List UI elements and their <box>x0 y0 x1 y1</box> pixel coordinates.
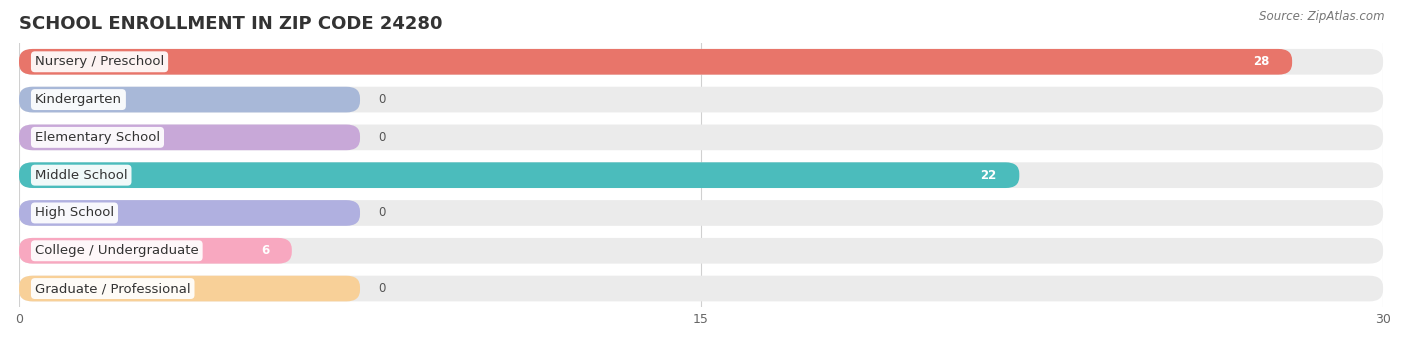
Text: 0: 0 <box>378 93 385 106</box>
FancyBboxPatch shape <box>20 276 360 301</box>
Text: High School: High School <box>35 206 114 220</box>
Text: 0: 0 <box>378 131 385 144</box>
FancyBboxPatch shape <box>20 49 1384 75</box>
FancyBboxPatch shape <box>20 87 1384 113</box>
FancyBboxPatch shape <box>20 49 1292 75</box>
FancyBboxPatch shape <box>20 162 1019 188</box>
Text: Kindergarten: Kindergarten <box>35 93 122 106</box>
Text: 6: 6 <box>262 244 269 257</box>
Text: College / Undergraduate: College / Undergraduate <box>35 244 198 257</box>
FancyBboxPatch shape <box>20 124 360 150</box>
FancyBboxPatch shape <box>20 200 1384 226</box>
FancyBboxPatch shape <box>20 276 1384 301</box>
Text: 0: 0 <box>378 282 385 295</box>
FancyBboxPatch shape <box>20 87 360 113</box>
FancyBboxPatch shape <box>20 238 1384 264</box>
FancyBboxPatch shape <box>20 200 360 226</box>
Text: Middle School: Middle School <box>35 169 128 182</box>
FancyBboxPatch shape <box>20 238 292 264</box>
Text: Source: ZipAtlas.com: Source: ZipAtlas.com <box>1260 10 1385 23</box>
Text: Nursery / Preschool: Nursery / Preschool <box>35 55 165 68</box>
FancyBboxPatch shape <box>20 162 1384 188</box>
Text: 0: 0 <box>378 206 385 220</box>
Text: Elementary School: Elementary School <box>35 131 160 144</box>
Text: 22: 22 <box>980 169 997 182</box>
Text: SCHOOL ENROLLMENT IN ZIP CODE 24280: SCHOOL ENROLLMENT IN ZIP CODE 24280 <box>20 15 443 33</box>
Text: Graduate / Professional: Graduate / Professional <box>35 282 191 295</box>
Text: 28: 28 <box>1253 55 1270 68</box>
FancyBboxPatch shape <box>20 124 1384 150</box>
